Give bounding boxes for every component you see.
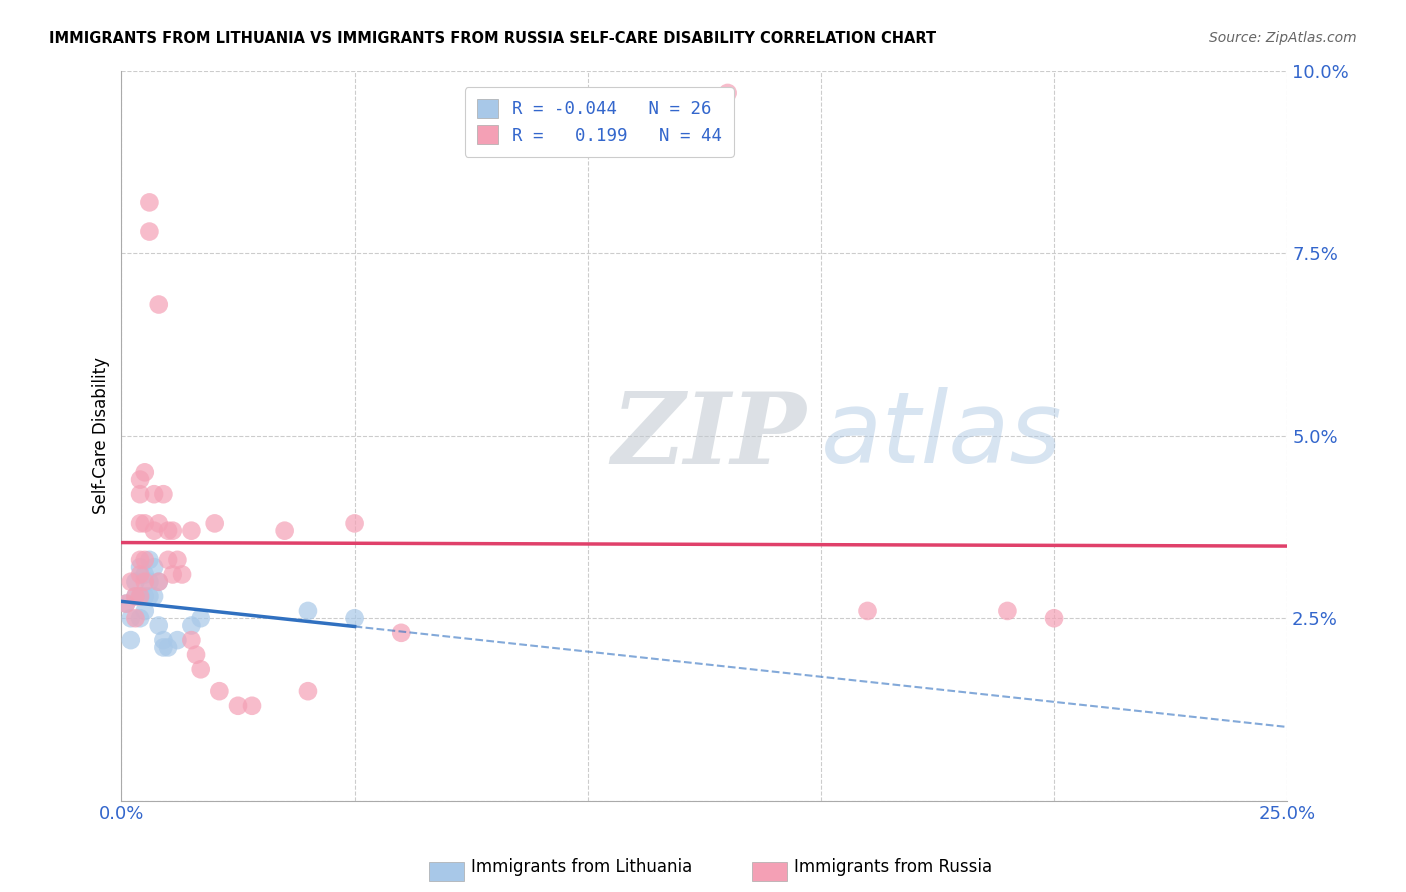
Point (297, 684, 319, 698)
Point (204, 516, 226, 531)
Point (129, 567, 152, 582)
Point (190, 611, 212, 625)
Point (717, 86, 740, 100)
Point (856, 604, 879, 618)
Point (226, 698, 249, 713)
Point (1043, 611, 1066, 625)
Point (143, 590, 166, 604)
Point (170, 567, 193, 582)
Point (240, 698, 263, 713)
Legend: R = -0.044   N = 26, R =   0.199   N = 44: R = -0.044 N = 26, R = 0.199 N = 44 (465, 87, 734, 157)
Point (129, 560, 152, 574)
Point (166, 633, 188, 648)
Text: Immigrants from Lithuania: Immigrants from Lithuania (471, 858, 692, 876)
Point (143, 487, 166, 501)
Point (184, 648, 207, 662)
Point (997, 604, 1019, 618)
Point (180, 524, 202, 538)
Y-axis label: Self-Care Disability: Self-Care Disability (93, 358, 110, 515)
Point (148, 574, 170, 589)
Point (134, 466, 156, 480)
Point (148, 574, 170, 589)
Point (129, 590, 152, 604)
Point (148, 297, 170, 311)
Point (134, 516, 156, 531)
Point (208, 684, 231, 698)
Point (124, 611, 146, 625)
Point (129, 590, 152, 604)
Point (389, 625, 412, 640)
Point (152, 487, 174, 501)
Point (148, 516, 170, 531)
Point (148, 618, 170, 632)
Point (134, 567, 156, 582)
Point (343, 516, 366, 531)
Point (129, 611, 152, 625)
Point (129, 516, 152, 531)
Point (143, 560, 166, 574)
Point (129, 553, 152, 567)
Point (120, 611, 142, 625)
Point (190, 662, 212, 676)
Point (157, 524, 180, 538)
Point (162, 567, 184, 582)
Text: Immigrants from Russia: Immigrants from Russia (794, 858, 993, 876)
Point (166, 553, 188, 567)
Text: ZIP: ZIP (612, 388, 806, 484)
Text: atlas: atlas (821, 387, 1063, 484)
Point (180, 633, 202, 648)
Point (138, 553, 160, 567)
Point (129, 473, 152, 487)
Point (273, 524, 295, 538)
Point (124, 590, 146, 604)
Point (138, 195, 160, 210)
Point (129, 487, 152, 501)
Point (134, 604, 156, 618)
Point (138, 574, 160, 589)
Point (162, 524, 184, 538)
Point (115, 597, 138, 611)
Point (143, 524, 166, 538)
Point (343, 611, 366, 625)
Point (115, 597, 138, 611)
Point (157, 640, 180, 655)
Point (120, 633, 142, 648)
Point (138, 225, 160, 239)
Point (152, 640, 174, 655)
Point (152, 633, 174, 648)
Point (180, 618, 202, 632)
Point (124, 590, 146, 604)
Point (134, 590, 156, 604)
Point (124, 574, 146, 589)
Point (297, 604, 319, 618)
Point (134, 574, 156, 589)
Point (120, 574, 142, 589)
Point (134, 553, 156, 567)
Point (157, 553, 180, 567)
Text: IMMIGRANTS FROM LITHUANIA VS IMMIGRANTS FROM RUSSIA SELF-CARE DISABILITY CORRELA: IMMIGRANTS FROM LITHUANIA VS IMMIGRANTS … (49, 31, 936, 46)
Point (138, 590, 160, 604)
Text: Source: ZipAtlas.com: Source: ZipAtlas.com (1209, 31, 1357, 45)
